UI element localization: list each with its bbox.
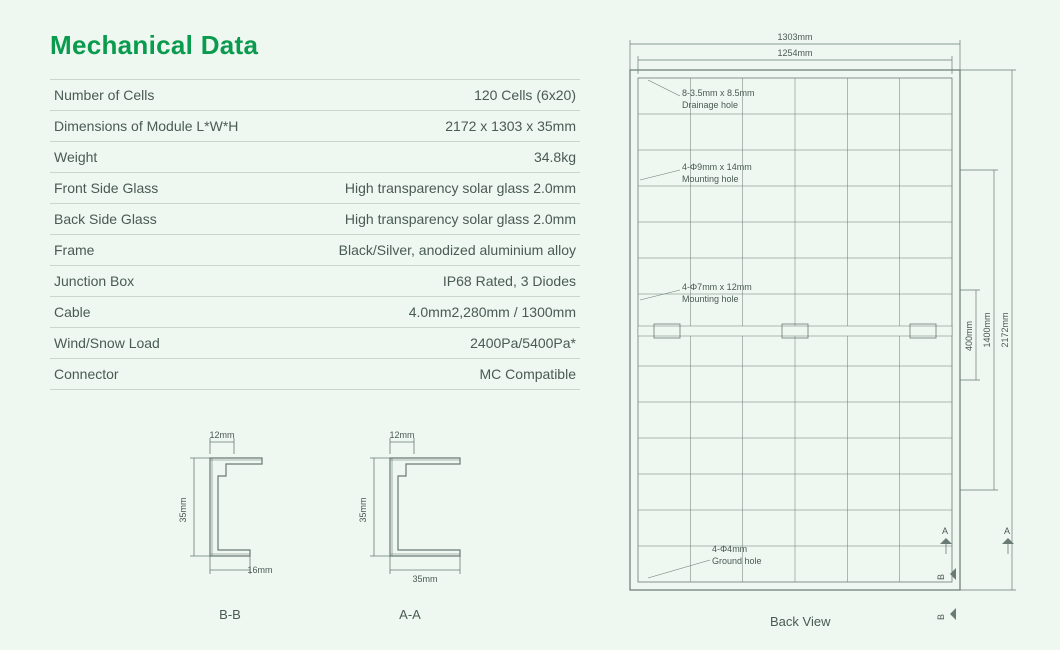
svg-text:4-Φ9mm x 14mm: 4-Φ9mm x 14mm <box>682 162 752 172</box>
cross-section-bb: 12mm 35mm <box>170 430 290 600</box>
table-row: Cable4.0mm2,280mm / 1300mm <box>50 297 580 328</box>
svg-text:12mm: 12mm <box>389 430 414 440</box>
svg-text:Ground hole: Ground hole <box>712 556 762 566</box>
svg-text:4-Φ7mm x 12mm: 4-Φ7mm x 12mm <box>682 282 752 292</box>
table-row: Junction BoxIP68 Rated, 3 Diodes <box>50 266 580 297</box>
page-title: Mechanical Data <box>50 30 580 61</box>
spec-label: Frame <box>50 235 283 266</box>
table-row: Wind/Snow Load2400Pa/5400Pa* <box>50 328 580 359</box>
spec-label: Back Side Glass <box>50 204 283 235</box>
svg-text:1303mm: 1303mm <box>777 32 812 42</box>
svg-text:4-Φ4mm: 4-Φ4mm <box>712 544 747 554</box>
table-row: Dimensions of Module L*W*H2172 x 1303 x … <box>50 111 580 142</box>
spec-value: Black/Silver, anodized aluminium alloy <box>283 235 580 266</box>
table-row: Weight34.8kg <box>50 142 580 173</box>
spec-value: 120 Cells (6x20) <box>283 80 580 111</box>
svg-text:400mm: 400mm <box>964 321 974 351</box>
spec-value: High transparency solar glass 2.0mm <box>283 173 580 204</box>
cross-section-bb-caption: B-B <box>170 607 290 622</box>
spec-value: 4.0mm2,280mm / 1300mm <box>283 297 580 328</box>
cross-section-diagrams: 12mm 35mm <box>50 430 580 600</box>
spec-label: Junction Box <box>50 266 283 297</box>
table-row: Front Side GlassHigh transparency solar … <box>50 173 580 204</box>
svg-text:A: A <box>942 526 948 536</box>
spec-label: Wind/Snow Load <box>50 328 283 359</box>
spec-label: Front Side Glass <box>50 173 283 204</box>
table-row: ConnectorMC Compatible <box>50 359 580 390</box>
spec-value: 2172 x 1303 x 35mm <box>283 111 580 142</box>
svg-text:B: B <box>936 614 946 620</box>
svg-text:A: A <box>1004 526 1010 536</box>
svg-text:35mm: 35mm <box>412 574 437 584</box>
svg-text:B: B <box>936 574 946 580</box>
svg-text:1400mm: 1400mm <box>982 312 992 347</box>
svg-text:12mm: 12mm <box>209 430 234 440</box>
svg-text:Mounting hole: Mounting hole <box>682 174 739 184</box>
panel-back-view-diagram: 1303mm 1254mm <box>600 30 1040 625</box>
spec-value: 2400Pa/5400Pa* <box>283 328 580 359</box>
svg-text:1254mm: 1254mm <box>777 48 812 58</box>
spec-value: 34.8kg <box>283 142 580 173</box>
spec-label: Weight <box>50 142 283 173</box>
svg-text:16mm: 16mm <box>247 565 272 575</box>
svg-text:35mm: 35mm <box>358 497 368 522</box>
spec-label: Cable <box>50 297 283 328</box>
table-row: Back Side GlassHigh transparency solar g… <box>50 204 580 235</box>
spec-label: Connector <box>50 359 283 390</box>
svg-text:8-3.5mm x 8.5mm: 8-3.5mm x 8.5mm <box>682 88 755 98</box>
spec-value: High transparency solar glass 2.0mm <box>283 204 580 235</box>
specs-table: Number of Cells120 Cells (6x20)Dimension… <box>50 79 580 390</box>
svg-text:Drainage hole: Drainage hole <box>682 100 738 110</box>
panel-caption: Back View <box>770 614 830 629</box>
table-row: FrameBlack/Silver, anodized aluminium al… <box>50 235 580 266</box>
spec-label: Number of Cells <box>50 80 283 111</box>
svg-text:Mounting hole: Mounting hole <box>682 294 739 304</box>
svg-text:35mm: 35mm <box>178 497 188 522</box>
spec-value: IP68 Rated, 3 Diodes <box>283 266 580 297</box>
spec-label: Dimensions of Module L*W*H <box>50 111 283 142</box>
cross-section-aa-caption: A-A <box>350 607 470 622</box>
cross-section-aa: 12mm 35mm <box>350 430 470 600</box>
svg-text:2172mm: 2172mm <box>1000 312 1010 347</box>
table-row: Number of Cells120 Cells (6x20) <box>50 80 580 111</box>
spec-value: MC Compatible <box>283 359 580 390</box>
